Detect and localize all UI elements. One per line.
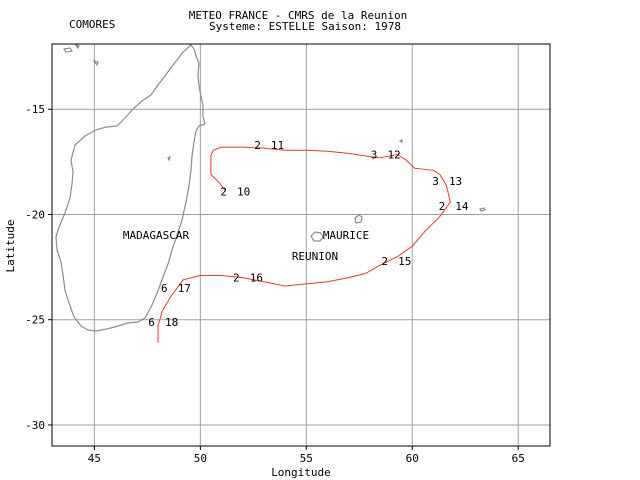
maurice-label: MAURICE <box>323 229 369 242</box>
day-label: 12 <box>387 148 400 161</box>
y-tick-label: -30 <box>25 419 45 432</box>
comoros-islet-c <box>92 60 99 67</box>
madagascar-label: MADAGASCAR <box>123 229 190 242</box>
rodrigues-island <box>479 207 486 212</box>
comoros-islet-b <box>74 43 80 50</box>
y-tick-label: -15 <box>25 103 45 116</box>
x-axis-label: Longitude <box>271 466 331 479</box>
coastlines <box>55 43 486 332</box>
axis-ticks: 45 50 55 60 65 -15 -20 -25 -30 <box>25 103 525 465</box>
day-label: 13 <box>449 175 462 188</box>
intensity-label: 3 <box>432 175 439 188</box>
day-label: 10 <box>237 185 250 198</box>
x-tick-label: 45 <box>88 452 101 465</box>
intensity-label: 2 <box>220 185 227 198</box>
intensity-label: 6 <box>161 282 168 295</box>
comores-label: COMORES <box>69 18 115 31</box>
intensity-label: 6 <box>148 316 155 329</box>
day-label: 16 <box>250 272 263 285</box>
x-tick-label: 60 <box>406 452 419 465</box>
intensity-label: 3 <box>371 148 378 161</box>
track-annotations: 2 102 113 123 132 142 152 166 176 18 <box>148 139 469 329</box>
day-label: 14 <box>455 200 469 213</box>
reunion-island <box>310 231 324 242</box>
day-label: 17 <box>178 282 191 295</box>
madagascar-coastline <box>55 44 206 332</box>
day-label: 11 <box>271 139 284 152</box>
day-label: 15 <box>398 255 411 268</box>
mauritius-island <box>354 214 363 224</box>
x-tick-label: 65 <box>512 452 525 465</box>
x-tick-label: 50 <box>194 452 207 465</box>
intensity-label: 2 <box>439 200 446 213</box>
comoros-islet-a <box>62 47 74 53</box>
intensity-label: 2 <box>233 272 240 285</box>
day-label: 18 <box>165 316 178 329</box>
plot-frame <box>51 43 551 447</box>
y-tick-label: -20 <box>25 208 45 221</box>
intensity-label: 2 <box>381 255 388 268</box>
title-line-1: METEO FRANCE - CMRS de la Reunion <box>189 9 408 22</box>
x-tick-label: 55 <box>300 452 313 465</box>
y-tick-label: -25 <box>25 314 45 327</box>
y-axis-label: Latitude <box>4 220 17 273</box>
reunion-label: REUNION <box>292 250 338 263</box>
intensity-label: 2 <box>254 139 261 152</box>
islet-north <box>398 139 403 143</box>
cyclone-track <box>157 146 451 343</box>
grid-lines <box>52 44 550 446</box>
title-line-2: Systeme: ESTELLE Saison: 1978 <box>209 20 401 33</box>
islet-madagascar-east <box>167 155 172 162</box>
